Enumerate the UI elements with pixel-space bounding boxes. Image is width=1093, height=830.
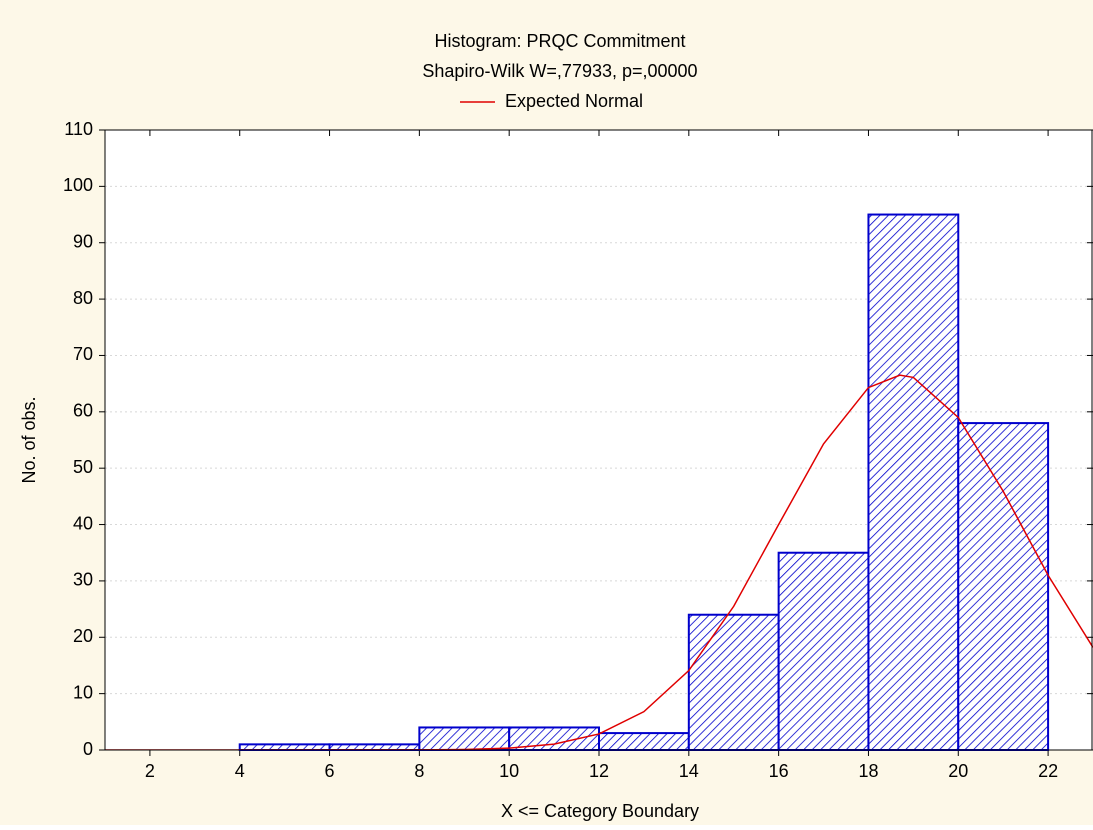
- x-tick-label: 4: [235, 761, 245, 781]
- x-tick-label: 6: [325, 761, 335, 781]
- bar: [957, 422, 1050, 751]
- bar: [777, 551, 870, 752]
- x-tick-label: 20: [948, 761, 968, 781]
- bar: [238, 743, 331, 752]
- y-tick-label: 40: [73, 513, 93, 533]
- y-tick-label: 30: [73, 570, 93, 590]
- x-tick-label: 12: [589, 761, 609, 781]
- bar: [598, 732, 690, 751]
- y-tick-label: 50: [73, 457, 93, 477]
- y-tick-label: 70: [73, 344, 93, 364]
- y-tick-label: 90: [73, 231, 93, 251]
- legend-label: Expected Normal: [505, 91, 643, 111]
- bar: [687, 613, 780, 752]
- x-tick-label: 14: [679, 761, 699, 781]
- bar: [867, 213, 960, 751]
- y-tick-label: 110: [64, 119, 93, 139]
- x-tick-label: 16: [769, 761, 789, 781]
- y-tick-label: 100: [63, 175, 93, 195]
- normal-curve: [105, 374, 1093, 750]
- y-axis-label: No. of obs.: [19, 396, 39, 483]
- chart-title: Histogram: PRQC Commitment: [434, 31, 685, 51]
- x-tick-label: 18: [858, 761, 878, 781]
- x-tick-label: 8: [414, 761, 424, 781]
- x-tick-label: 10: [499, 761, 519, 781]
- chart-subtitle: Shapiro-Wilk W=,77933, p=,00000: [422, 61, 697, 81]
- y-tick-label: 60: [73, 401, 93, 421]
- x-tick-label: 2: [145, 761, 155, 781]
- bar: [418, 726, 511, 751]
- y-tick-label: 80: [73, 288, 93, 308]
- y-tick-label: 0: [83, 739, 93, 759]
- y-tick-label: 20: [73, 626, 93, 646]
- x-axis-label: X <= Category Boundary: [501, 801, 699, 821]
- x-tick-label: 22: [1038, 761, 1058, 781]
- plot-frame: [104, 129, 1093, 751]
- y-tick-label: 10: [73, 682, 93, 702]
